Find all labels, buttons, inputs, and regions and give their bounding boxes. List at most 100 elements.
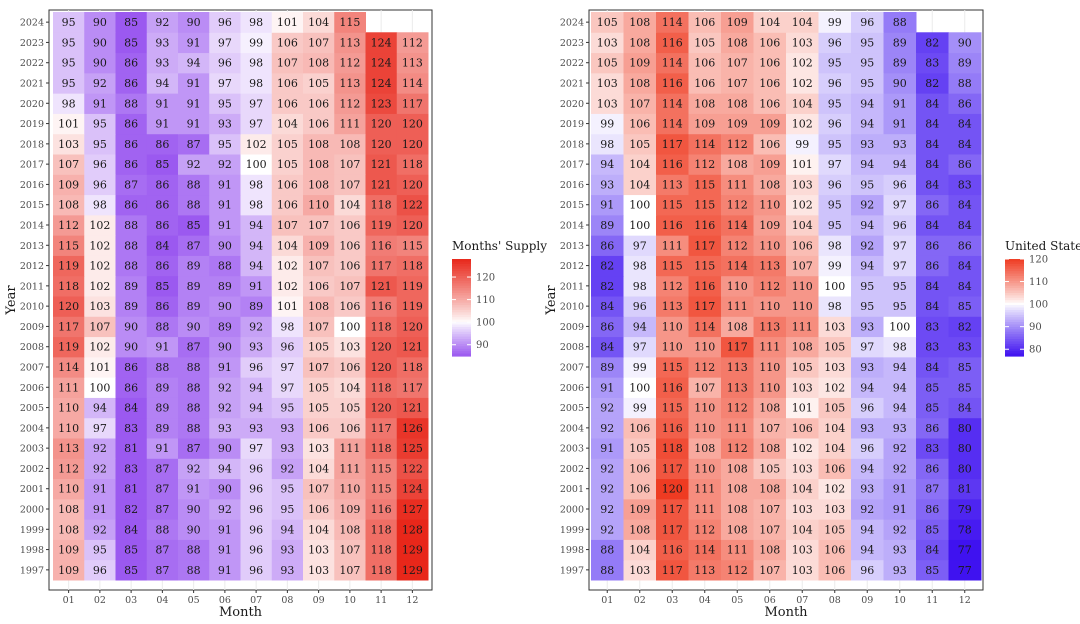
heatmap-cell <box>688 12 722 33</box>
cell-value-label: 88 <box>187 402 201 415</box>
cell-value-label: 93 <box>280 544 294 557</box>
cell-value-label: 117 <box>662 462 683 475</box>
heatmap-cell <box>178 235 210 256</box>
cell-value-label: 121 <box>402 402 423 415</box>
legend-color-step <box>1005 280 1024 284</box>
heatmap-cell <box>396 113 429 135</box>
legend-tick-label: 90 <box>476 340 489 351</box>
cell-value-label: 119 <box>402 300 423 313</box>
heatmap-cell <box>883 397 917 419</box>
cell-value-label: 101 <box>58 118 79 131</box>
legend-tick-label: 80 <box>1029 345 1042 356</box>
y-tick-label: 2018 <box>20 139 44 150</box>
y-tick-label: 1997 <box>560 565 584 576</box>
cell-value-label: 85 <box>925 564 939 577</box>
cell-value-label: 108 <box>759 544 780 557</box>
cell-value-label: 107 <box>277 219 298 232</box>
cell-value-label: 94 <box>893 361 907 374</box>
heatmap-cell <box>146 194 179 216</box>
cell-value-label: 86 <box>155 219 169 232</box>
heatmap-cell <box>948 133 982 155</box>
cell-value-label: 111 <box>759 341 780 354</box>
heatmap-cell <box>916 519 949 540</box>
heatmap-cell <box>786 519 819 540</box>
cell-value-label: 82 <box>958 320 972 333</box>
heatmap-cell <box>240 539 273 561</box>
y-tick-label: 2002 <box>20 464 44 475</box>
y-tick-label: 1998 <box>20 545 44 556</box>
heatmap-cell <box>240 12 273 33</box>
heatmap-cell <box>721 72 754 94</box>
heatmap-cell <box>84 32 116 54</box>
heatmap-cell <box>334 72 366 94</box>
heatmap-cell <box>623 154 657 175</box>
cell-value-label: 121 <box>371 280 392 293</box>
heatmap-cell <box>818 174 852 196</box>
heatmap-cell <box>146 72 179 94</box>
y-tick-label: 2006 <box>20 383 44 394</box>
heatmap-cell <box>656 336 689 358</box>
cell-value-label: 116 <box>662 219 683 232</box>
cell-value-label: 85 <box>124 36 138 49</box>
cell-value-label: 85 <box>958 300 972 313</box>
cell-value-label: 106 <box>308 503 329 516</box>
heatmap-cell <box>84 316 116 338</box>
cell-value-label: 97 <box>280 361 294 374</box>
cell-value-label: 95 <box>218 138 232 151</box>
heatmap-cell <box>623 32 657 54</box>
cell-value-label: 92 <box>893 523 907 536</box>
cell-value-label: 108 <box>727 483 748 496</box>
legend-color-step <box>452 268 471 272</box>
y-tick-label: 2007 <box>20 363 44 374</box>
legend-color-step <box>452 353 471 357</box>
heatmap-cell <box>240 52 273 74</box>
legend-color-step <box>452 302 471 306</box>
cell-value-label: 85 <box>124 16 138 29</box>
heatmap-cell <box>303 52 335 74</box>
heatmap-cell <box>146 255 179 277</box>
cell-value-label: 103 <box>89 300 110 313</box>
heatmap-cell <box>948 52 982 74</box>
heatmap-cell <box>334 12 366 33</box>
heatmap-cell <box>688 498 722 520</box>
heatmap-cell <box>178 154 210 175</box>
cell-value-label: 82 <box>600 260 614 273</box>
heatmap-cell <box>721 356 754 378</box>
cell-value-label: 99 <box>633 402 647 415</box>
heatmap-cell <box>656 32 689 54</box>
heatmap-cell <box>365 377 398 398</box>
cell-value-label: 91 <box>155 341 169 354</box>
heatmap-cell <box>883 154 917 175</box>
heatmap-cell <box>396 438 429 459</box>
heatmap-cell <box>623 498 657 520</box>
heatmap-cell <box>948 296 982 317</box>
legend-tick-label: 100 <box>476 318 495 329</box>
heatmap-cell <box>146 12 179 33</box>
heatmap-cell <box>209 438 241 459</box>
heatmap-cell <box>84 194 116 216</box>
cell-value-label: 112 <box>339 97 360 110</box>
y-tick-label: 2016 <box>20 180 44 191</box>
cell-value-label: 102 <box>89 239 110 252</box>
y-tick-label: 2001 <box>560 484 584 495</box>
cell-value-label: 108 <box>308 138 329 151</box>
x-tick-label: 11 <box>375 595 387 606</box>
cell-value-label: 110 <box>792 280 813 293</box>
cell-value-label: 89 <box>187 260 201 273</box>
heatmap-cell <box>53 336 85 358</box>
heatmap-cell <box>883 438 917 459</box>
heatmap-cell <box>753 235 787 256</box>
cell-value-label: 90 <box>93 16 107 29</box>
legend-color-step <box>1005 326 1024 330</box>
cell-value-label: 111 <box>727 422 748 435</box>
cell-value-label: 103 <box>792 544 813 557</box>
cell-value-label: 109 <box>58 544 79 557</box>
cell-value-label: 117 <box>58 320 79 333</box>
cell-value-label: 91 <box>893 118 907 131</box>
heatmap-cell <box>948 154 982 175</box>
heatmap-cell <box>365 235 398 256</box>
cell-value-label: 90 <box>958 36 972 49</box>
cell-value-label: 86 <box>124 77 138 90</box>
heatmap-cell <box>883 417 917 439</box>
heatmap-cell <box>753 194 787 216</box>
